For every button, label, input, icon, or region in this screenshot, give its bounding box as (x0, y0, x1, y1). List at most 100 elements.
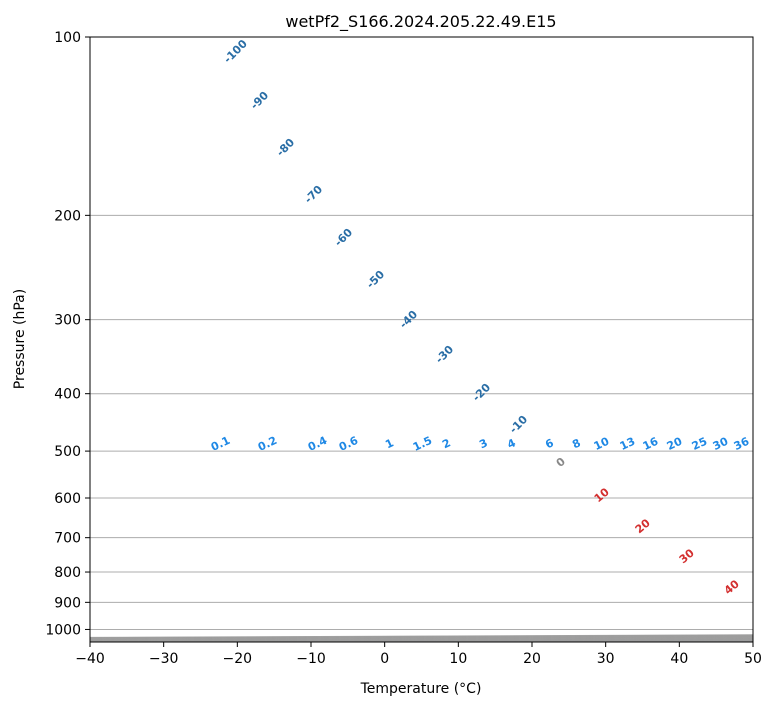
y-axis-title: Pressure (hPa) (12, 289, 28, 389)
dry-adiabat (544, 24, 775, 645)
mixing-ratio-line (90, 639, 753, 642)
dry-adiabat-label: -60 (332, 226, 355, 249)
mixing-ratio-line (366, 640, 753, 642)
mixing-ratio-label: 4 (505, 436, 518, 451)
isotherm (90, 634, 753, 639)
mixing-ratio-line (417, 640, 753, 642)
mixing-ratio-label: 36 (732, 435, 752, 453)
mixing-ratio-label: 6 (543, 436, 556, 451)
dry-adiabat (469, 24, 775, 645)
mixing-ratio-line (107, 639, 753, 642)
isotherm (237, 639, 753, 642)
dry-adiabat-label: -100 (221, 37, 250, 66)
mixing-ratio-label: 30 (711, 435, 731, 453)
isotherm (90, 637, 753, 641)
moist-adiabat-label: 20 (633, 516, 653, 536)
y-tick-label: 200 (54, 208, 81, 224)
x-tick-label: −40 (75, 651, 105, 667)
isotherm (90, 637, 753, 642)
moist-adiabat (531, 640, 753, 642)
isobars (90, 37, 753, 630)
moist-adiabats (90, 638, 753, 642)
isotherm (90, 638, 753, 642)
dry-adiabat (320, 24, 775, 645)
dry-adiabat-label: -90 (248, 89, 271, 112)
isotherm (90, 636, 753, 640)
mixing-ratio-label: 10 (592, 435, 612, 453)
moist-adiabat (310, 639, 753, 642)
x-tick-label: 30 (597, 651, 615, 667)
isotherm (90, 638, 753, 642)
dry-adiabat-label: -30 (433, 343, 456, 366)
dry-adiabat (582, 641, 753, 642)
dry-adiabat (209, 639, 753, 642)
x-axis-title: Temperature (°C) (360, 681, 482, 697)
isotherms (90, 634, 753, 642)
x-tick-label: 0 (380, 651, 389, 667)
isotherm (752, 641, 753, 642)
moist-adiabat (679, 641, 753, 642)
y-tick-label: 800 (54, 565, 81, 581)
dry-adiabat (732, 641, 753, 642)
dry-adiabat (394, 24, 775, 645)
mixing-ratio-line (90, 638, 753, 642)
moist-adiabat (458, 640, 753, 642)
x-tick-label: −10 (296, 651, 326, 667)
mixing-ratio-label: 25 (690, 435, 709, 453)
dry-adiabat (769, 24, 775, 645)
mixing-ratio-line (444, 640, 753, 642)
mixing-ratio-label: 2 (440, 436, 452, 451)
mixing-ratio-label: 8 (570, 436, 582, 451)
y-axis: 100 200 300 400 500 600 700 800 900 1000 (45, 30, 90, 638)
y-tick-label: 900 (54, 595, 81, 611)
mixing-ratio-line (90, 639, 753, 642)
dry-adiabat-label: -20 (470, 381, 493, 404)
x-axis: −40 −30 −20 −10 0 10 20 30 40 50 (75, 642, 762, 667)
background-lines (90, 24, 775, 645)
isotherm (90, 637, 753, 642)
mixing-ratio-label: 3 (477, 436, 489, 451)
y-tick-label: 500 (54, 444, 81, 460)
moist-adiabat (752, 641, 753, 642)
mixing-ratio-lines (90, 638, 753, 642)
isotherm (90, 635, 753, 639)
mixing-ratio-line (238, 639, 753, 642)
dry-adiabat (90, 639, 753, 642)
x-tick-label: −30 (149, 651, 179, 667)
isotherm (90, 634, 753, 639)
dry-adiabat (694, 24, 775, 645)
mixing-ratio-line (90, 638, 753, 642)
dry-adiabat (90, 638, 753, 642)
x-tick-label: 50 (744, 651, 762, 667)
moist-adiabat-label: 10 (592, 485, 612, 505)
dry-adiabat (358, 640, 753, 642)
isotherm (90, 634, 753, 638)
dry-adiabat-label: -70 (302, 183, 325, 206)
y-tick-label: 300 (54, 313, 81, 329)
mixing-ratio-label: 1 (383, 436, 395, 451)
dry-adiabat-label: -80 (274, 136, 297, 159)
isotherm (90, 636, 753, 641)
y-tick-label: 400 (54, 387, 81, 403)
moist-adiabat (90, 638, 753, 642)
mixing-ratio-line (170, 639, 753, 642)
isotherm (384, 640, 753, 642)
moist-adiabat-label: 30 (677, 546, 697, 566)
mixing-ratio-label: 16 (641, 435, 661, 453)
x-tick-label: 40 (670, 651, 688, 667)
y-tick-label: 600 (54, 491, 81, 507)
grid-lines (90, 37, 753, 642)
isotherm (90, 636, 753, 640)
mixing-ratio-line (336, 640, 753, 642)
mixing-ratio-line (280, 640, 753, 642)
mixing-ratio-line (466, 640, 753, 642)
mixing-ratio-line (143, 639, 753, 642)
y-tick-label: 700 (54, 531, 81, 547)
moist-adiabat (384, 640, 753, 642)
plot-frame (89, 36, 754, 643)
chart-title: wetPf2_S166.2024.205.22.49.E15 (285, 12, 556, 32)
moist-adiabat-label: 0 (554, 455, 568, 470)
isotherm (531, 640, 753, 642)
x-tick-label: −20 (223, 651, 253, 667)
